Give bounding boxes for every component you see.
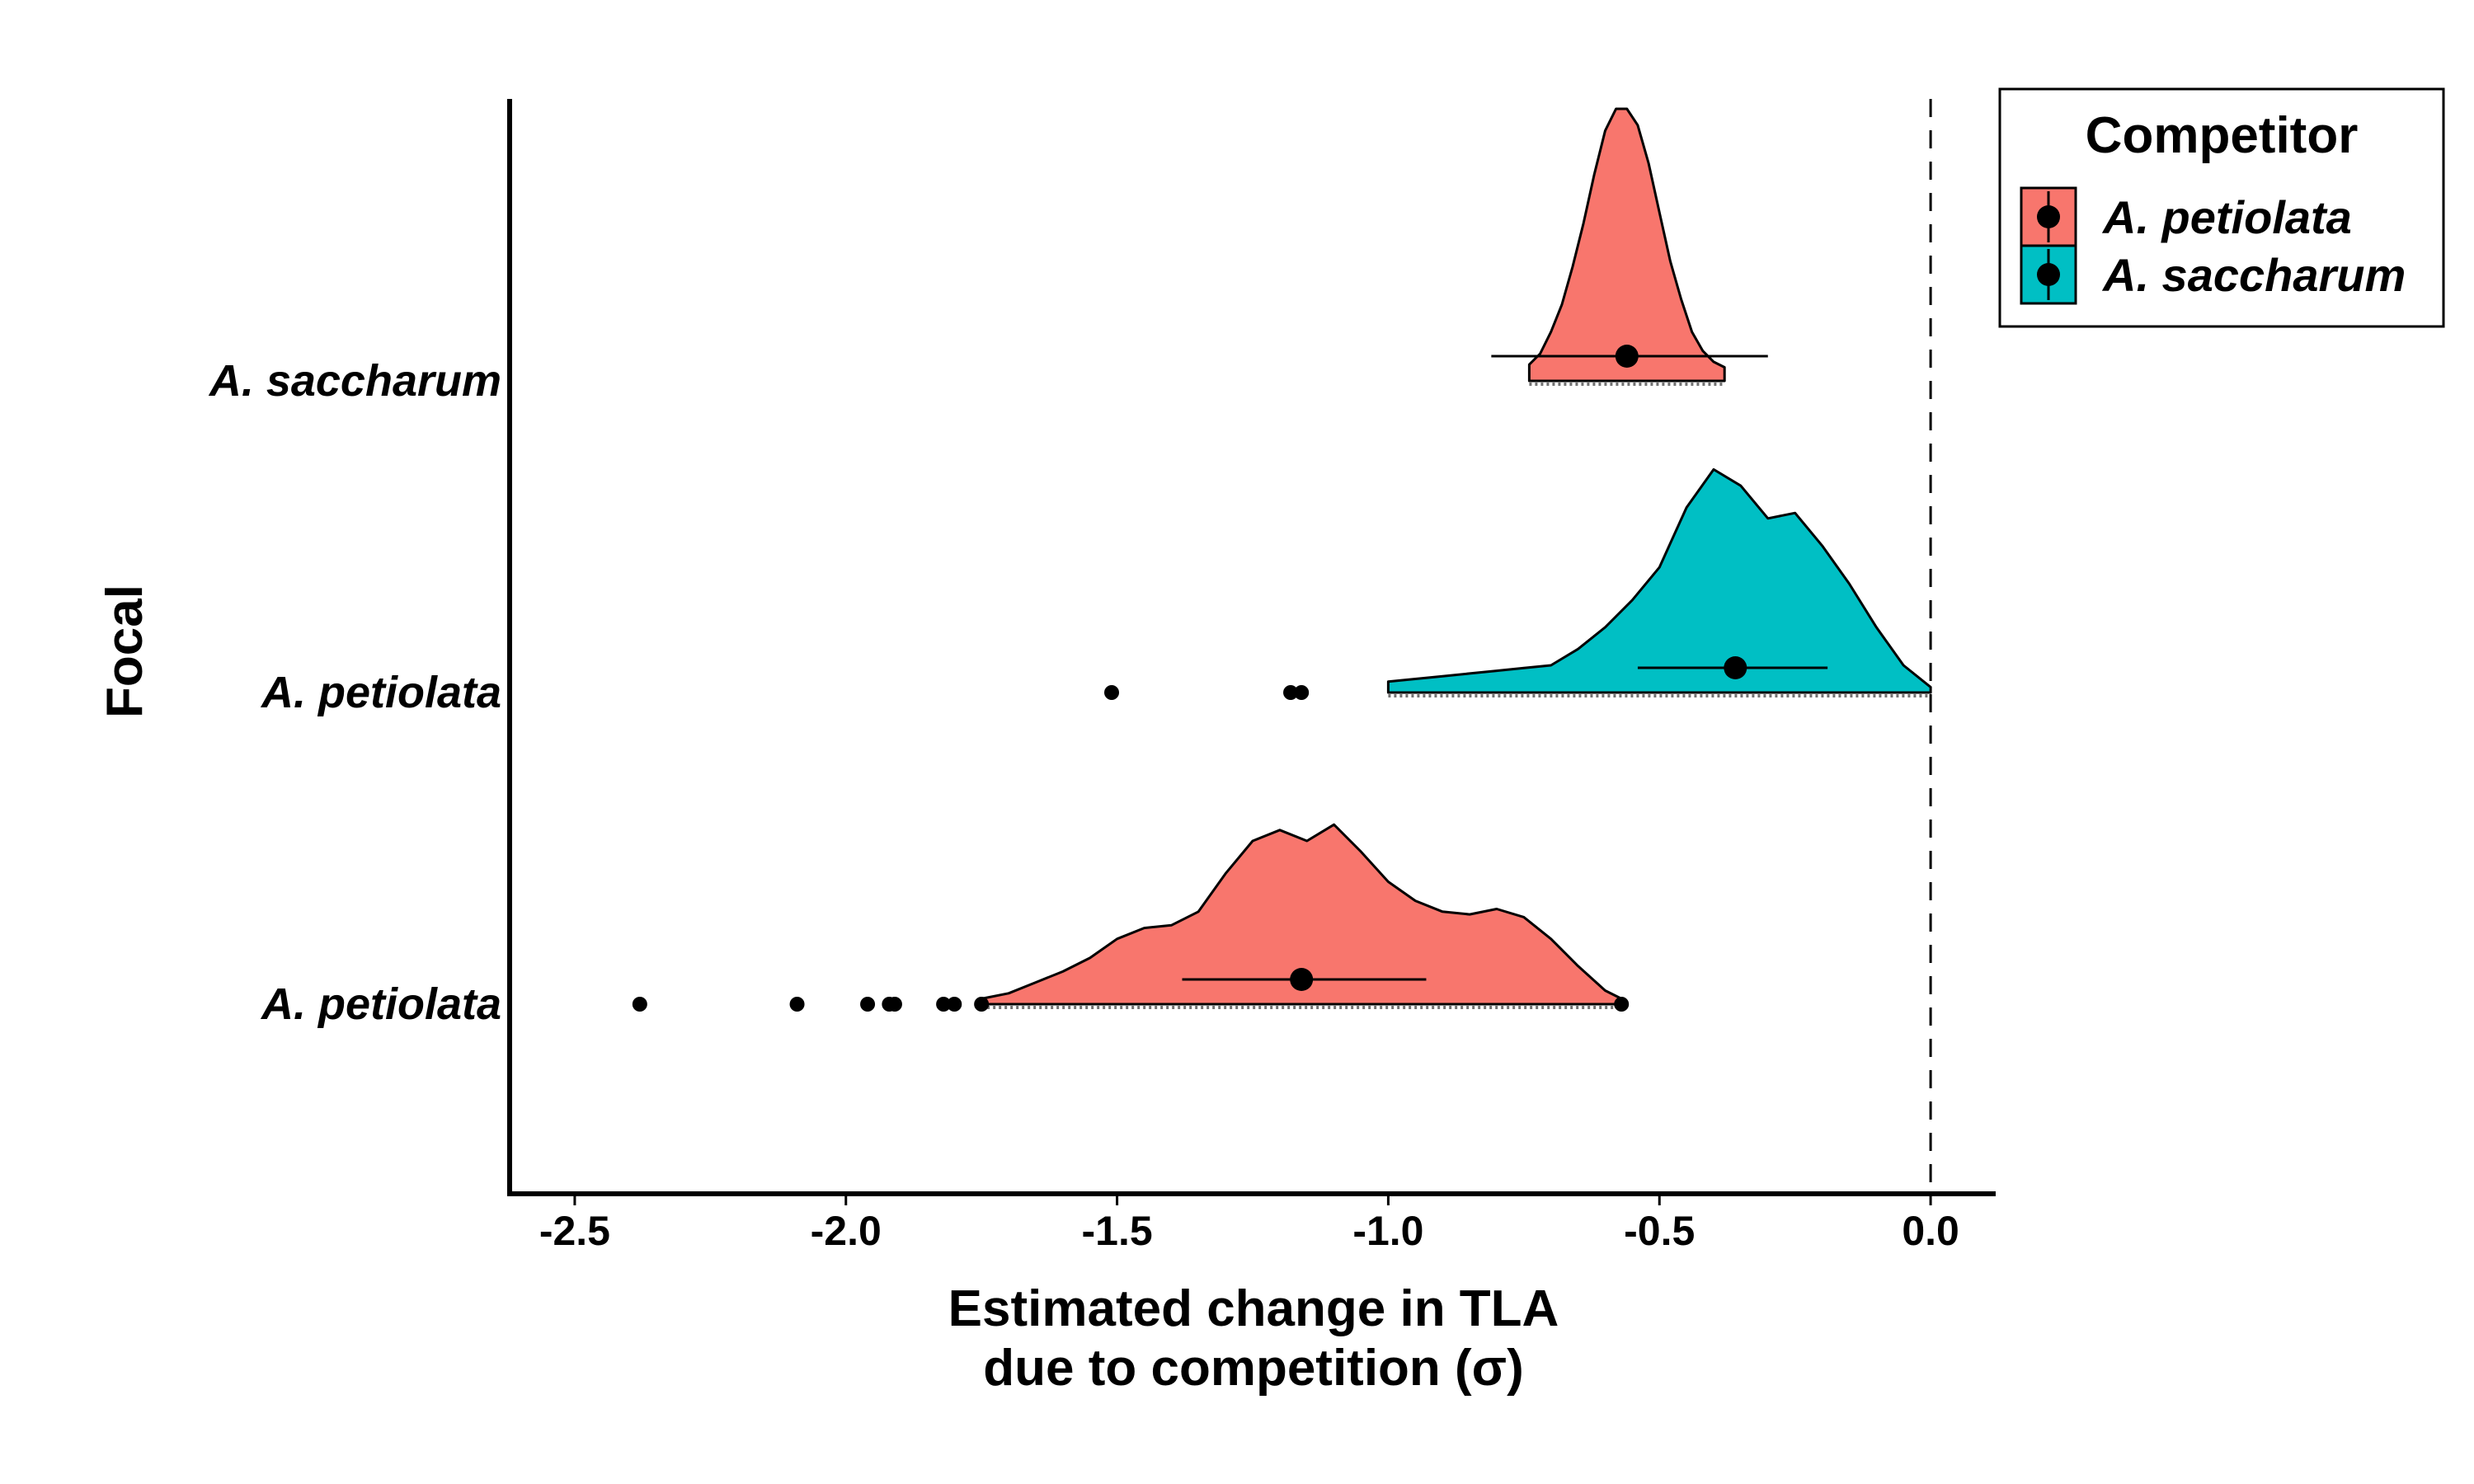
outlier-2-2 xyxy=(1283,685,1299,700)
outlier-3-5 xyxy=(887,997,902,1012)
legend-key-2-point xyxy=(2037,263,2060,286)
outlier-3-2 xyxy=(789,997,805,1012)
point-estimate-3 xyxy=(1290,968,1314,991)
density-2 xyxy=(1386,467,1932,694)
row-3 xyxy=(632,823,1630,1012)
axes: A. saccharum A. petiolata A. petiolata -2.5… xyxy=(208,99,1996,1254)
legend-label-1: A. petiolata xyxy=(2101,191,2352,243)
x-tick-label-3: -1.5 xyxy=(1081,1208,1152,1254)
x-tick-label-4: -1.0 xyxy=(1352,1208,1423,1254)
legend-entry-2: A. saccharum xyxy=(2020,244,2406,305)
legend-label-2: A. saccharum xyxy=(2101,249,2406,301)
outlier-3-3 xyxy=(860,997,876,1012)
row-1 xyxy=(1491,107,1768,386)
outlier-2-1 xyxy=(1104,685,1120,700)
point-estimate-1 xyxy=(1615,345,1639,368)
point-estimate-2 xyxy=(1724,656,1747,679)
legend-key-1-point xyxy=(2037,205,2060,228)
y-axis-title: Focal xyxy=(96,585,153,718)
y-tick-label-3: A. petiolata xyxy=(260,979,501,1029)
density-1 xyxy=(1527,107,1726,383)
y-tick-label-2: A. petiolata xyxy=(260,668,501,717)
x-axis-title-line-1: Estimated change in TLA xyxy=(948,1280,1559,1337)
outlier-3-8 xyxy=(974,997,990,1012)
legend-entry-1: A. petiolata xyxy=(2020,186,2352,247)
x-tick-label-6: 0.0 xyxy=(1902,1208,1959,1254)
x-tick-label-5: -0.5 xyxy=(1624,1208,1695,1254)
outlier-2-3 xyxy=(1294,685,1310,700)
x-tick-label-1: -2.5 xyxy=(539,1208,610,1254)
legend: Competitor A. petiolata A. saccharum xyxy=(1998,87,2445,328)
outlier-3-1 xyxy=(632,997,647,1012)
plot-area xyxy=(632,99,1932,1194)
density-3 xyxy=(980,823,1623,1006)
x-tick-label-2: -2.0 xyxy=(811,1208,882,1254)
x-axis-title-line-2: due to competition (σ) xyxy=(983,1340,1523,1397)
outlier-3-6 xyxy=(936,997,952,1012)
outlier-3-9 xyxy=(1614,997,1630,1012)
row-2 xyxy=(1104,467,1932,700)
outlier-3-7 xyxy=(947,997,962,1012)
legend-title: Competitor xyxy=(2086,107,2359,164)
y-tick-label-1: A. saccharum xyxy=(208,356,501,406)
